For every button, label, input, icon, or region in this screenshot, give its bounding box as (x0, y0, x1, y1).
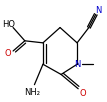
Text: N: N (74, 60, 80, 69)
Text: HO: HO (2, 21, 15, 29)
Text: O: O (5, 49, 11, 58)
Text: O: O (79, 89, 86, 98)
Text: N: N (95, 6, 101, 15)
Text: NH₂: NH₂ (24, 88, 40, 97)
